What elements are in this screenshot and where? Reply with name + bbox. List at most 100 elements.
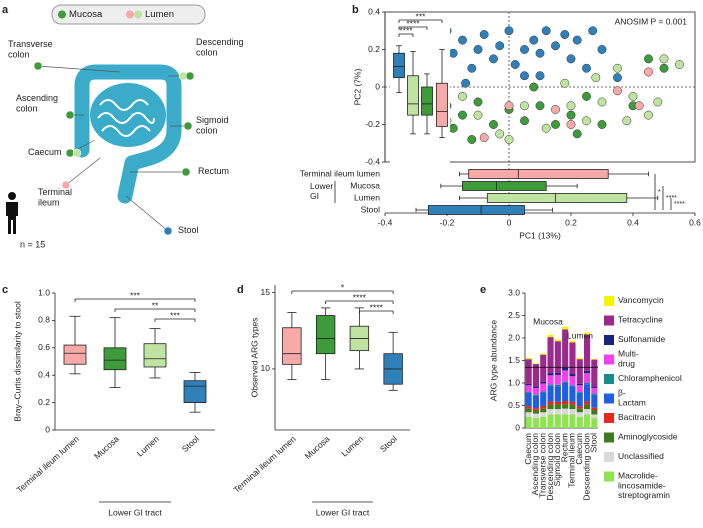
- site-label: Sigmoid colon: [196, 115, 231, 135]
- bar-segment: [525, 406, 532, 409]
- box: [103, 347, 127, 371]
- bar-segment: [540, 391, 547, 393]
- bar-segment: [569, 401, 576, 405]
- bar-segment: [540, 354, 547, 382]
- significance-label: *: [341, 282, 345, 292]
- bar-segment: [554, 386, 561, 402]
- category-label: Ascending colon: [530, 433, 540, 496]
- bar-segment: [532, 364, 540, 387]
- point: [628, 91, 638, 101]
- point: [644, 110, 653, 120]
- bar-segment: [540, 353, 547, 355]
- box: [315, 315, 336, 355]
- annotation: ANOSIM P = 0.001: [615, 16, 688, 26]
- significance-label: ****: [370, 302, 384, 312]
- significance-label: **: [152, 300, 159, 310]
- site-label: Descending colon: [196, 37, 246, 57]
- significance-label: ****: [666, 195, 677, 202]
- point: [520, 71, 529, 81]
- bar-segment: [547, 414, 554, 428]
- point: [634, 101, 644, 111]
- bar-segment: [576, 412, 583, 417]
- box: [486, 193, 628, 203]
- point: [473, 45, 483, 54]
- site-label: Stool: [178, 225, 199, 235]
- bar-segment: [576, 357, 583, 360]
- significance-label: ****: [353, 292, 367, 302]
- y-axis-label: PC2 (7%): [352, 68, 362, 105]
- point: [675, 60, 684, 69]
- bar-segment: [532, 408, 540, 411]
- point: [551, 41, 560, 51]
- category-label: Descending colon: [545, 433, 555, 501]
- y-axis-label: Bray–Curtis dissimilarity to stool: [12, 301, 22, 422]
- point: [520, 101, 529, 111]
- box: [407, 75, 419, 116]
- bar-segment: [562, 383, 569, 401]
- small-intestine: [90, 83, 166, 147]
- bar-segment: [547, 401, 554, 405]
- legend-label: Multi-drug: [618, 349, 639, 369]
- bar-segment: [576, 383, 583, 386]
- point: [489, 120, 498, 129]
- box: [282, 327, 302, 365]
- point: [551, 105, 560, 114]
- bar-segment: [554, 339, 561, 342]
- x-tick-label: 0: [507, 217, 512, 227]
- legend-label: Lumen: [145, 9, 174, 20]
- legend-label: Bacitracin: [618, 412, 656, 422]
- site-label: Rectum: [198, 166, 229, 176]
- point: [535, 48, 545, 58]
- category-label: Mucosa: [350, 180, 380, 190]
- bar-segment: [554, 372, 561, 375]
- bar-segment: [525, 357, 532, 360]
- site-dot: [33, 61, 43, 71]
- significance-label: ***: [130, 290, 141, 300]
- panel-label: d: [237, 284, 244, 296]
- point: [613, 73, 622, 83]
- y-tick-label: 0.4: [38, 369, 50, 379]
- point: [458, 35, 467, 45]
- bar-segment: [547, 404, 554, 410]
- y-tick-label: 0: [515, 422, 520, 432]
- bar-segment: [569, 374, 576, 377]
- y-tick-label: 10: [261, 363, 271, 373]
- site-dot: [65, 110, 75, 120]
- bar-segment: [540, 383, 547, 392]
- category-label: Sigmoid colon: [552, 433, 562, 487]
- bar-segment: [562, 326, 569, 330]
- bar-segment: [532, 413, 540, 419]
- category-label: Rectum: [559, 433, 569, 462]
- colon: [74, 64, 182, 204]
- point: [504, 135, 514, 144]
- bar-segment: [525, 392, 532, 407]
- panel-label: a: [2, 4, 9, 16]
- category-label: Descending colon: [581, 433, 591, 501]
- group-label: Lower GI tract: [108, 507, 162, 517]
- bar-segment: [554, 401, 561, 405]
- legend-swatch: [604, 413, 614, 423]
- point: [560, 78, 570, 88]
- x-tick-label: 0.6: [689, 217, 701, 227]
- legend-swatch: [604, 452, 614, 462]
- box: [143, 343, 167, 368]
- bar-segment: [583, 373, 591, 383]
- bar-segment: [583, 414, 591, 428]
- legend-swatch: [604, 374, 614, 384]
- point: [566, 54, 576, 64]
- bar-segment: [591, 393, 598, 395]
- box: [436, 82, 448, 127]
- leader-line: [65, 157, 101, 186]
- y-tick-label: 0.2: [38, 397, 50, 407]
- bar-segment: [583, 370, 591, 374]
- y-tick-label: 0.6: [38, 342, 50, 352]
- y-tick-label: -0.4: [365, 156, 380, 166]
- legend-label: Tetracycline: [618, 315, 663, 325]
- bar-segment: [576, 392, 583, 407]
- point: [504, 101, 514, 111]
- x-tick-label: -0.2: [440, 217, 455, 227]
- bar-segment: [525, 392, 532, 393]
- bar-segment: [562, 381, 569, 383]
- bar-segment: [562, 404, 569, 409]
- point: [529, 35, 539, 45]
